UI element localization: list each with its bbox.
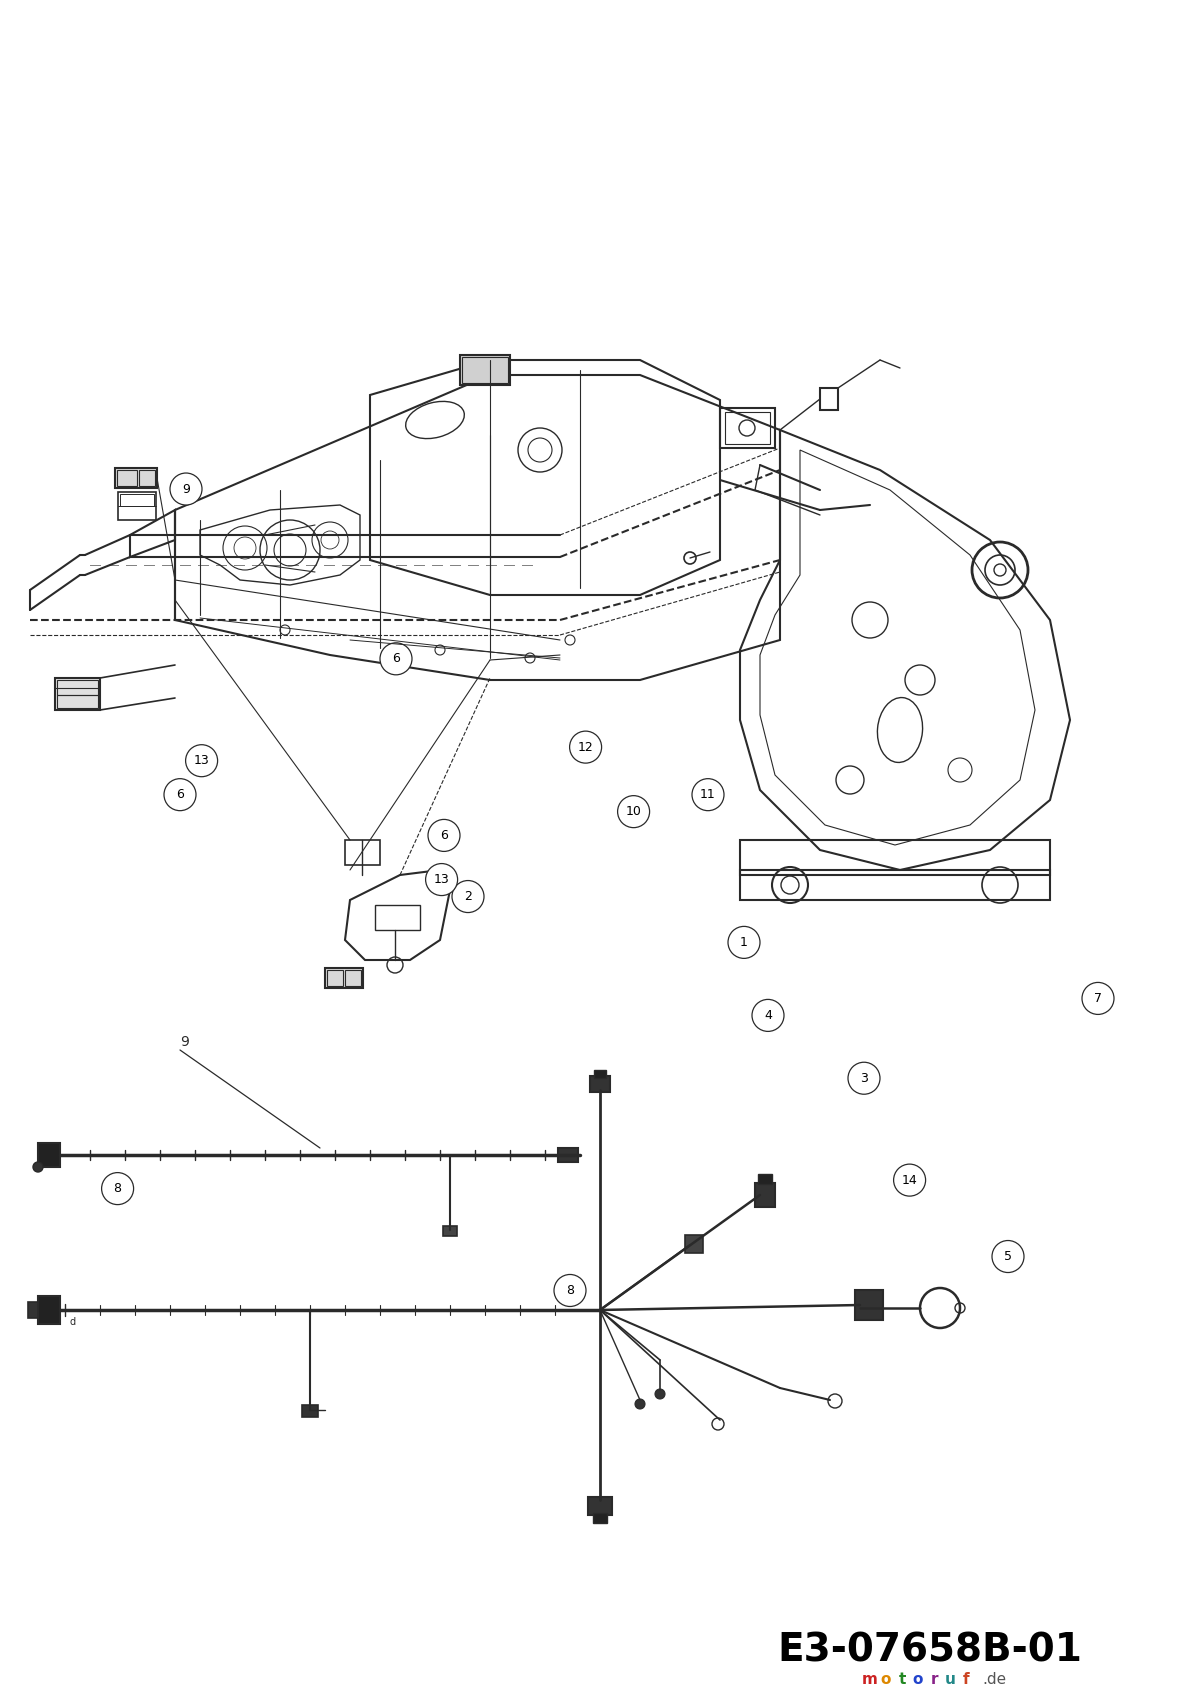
Circle shape xyxy=(655,1389,665,1399)
Bar xyxy=(346,841,380,864)
Text: f: f xyxy=(962,1673,970,1688)
Bar xyxy=(820,389,838,409)
Bar xyxy=(593,1513,607,1523)
Bar xyxy=(302,1404,318,1418)
Text: 6: 6 xyxy=(392,652,400,666)
Bar xyxy=(854,1290,883,1319)
Text: 6: 6 xyxy=(176,788,184,801)
Circle shape xyxy=(570,732,601,762)
Text: 8: 8 xyxy=(566,1284,574,1297)
Text: r: r xyxy=(930,1673,937,1688)
Bar xyxy=(118,470,137,486)
Text: 14: 14 xyxy=(901,1173,918,1187)
Text: .de: .de xyxy=(982,1673,1006,1688)
Circle shape xyxy=(452,881,484,912)
Bar xyxy=(120,494,154,506)
Circle shape xyxy=(692,779,724,810)
Text: d: d xyxy=(70,1318,76,1328)
Bar xyxy=(58,679,98,694)
Circle shape xyxy=(554,1275,586,1306)
Text: 1: 1 xyxy=(740,936,748,949)
Bar xyxy=(588,1498,612,1515)
Text: 12: 12 xyxy=(577,740,594,754)
Circle shape xyxy=(186,745,217,776)
Circle shape xyxy=(728,927,760,958)
Bar xyxy=(118,492,156,520)
Bar xyxy=(374,905,420,931)
Circle shape xyxy=(1082,983,1114,1014)
Text: 4: 4 xyxy=(764,1009,772,1022)
Text: 5: 5 xyxy=(1004,1250,1012,1263)
Text: 10: 10 xyxy=(625,805,642,818)
Bar xyxy=(28,1302,38,1318)
Bar xyxy=(758,1173,772,1184)
Circle shape xyxy=(102,1173,133,1204)
Bar xyxy=(58,694,98,708)
Circle shape xyxy=(170,474,202,504)
Bar xyxy=(590,1077,610,1092)
Text: 3: 3 xyxy=(860,1071,868,1085)
Bar xyxy=(740,841,1050,874)
Circle shape xyxy=(34,1161,43,1172)
Bar xyxy=(460,355,510,385)
Bar xyxy=(725,413,770,443)
Text: E3-07658B-01: E3-07658B-01 xyxy=(778,1632,1082,1669)
Bar xyxy=(55,678,100,710)
Text: 2: 2 xyxy=(464,890,472,903)
Bar xyxy=(115,469,157,487)
Circle shape xyxy=(848,1063,880,1094)
Bar xyxy=(139,470,155,486)
Bar xyxy=(326,970,343,987)
Text: 8: 8 xyxy=(114,1182,121,1195)
Bar xyxy=(346,970,361,987)
Bar xyxy=(558,1148,578,1161)
Text: 9: 9 xyxy=(180,1036,190,1049)
Text: 9: 9 xyxy=(182,482,190,496)
Text: u: u xyxy=(944,1673,955,1688)
Text: t: t xyxy=(899,1673,906,1688)
Bar xyxy=(740,869,1050,900)
Circle shape xyxy=(428,820,460,851)
Text: 6: 6 xyxy=(440,829,448,842)
Bar xyxy=(594,1070,606,1078)
Circle shape xyxy=(752,1000,784,1031)
Bar xyxy=(685,1234,703,1253)
Circle shape xyxy=(618,796,649,827)
Circle shape xyxy=(992,1241,1024,1272)
Bar xyxy=(38,1143,60,1167)
Bar xyxy=(38,1296,60,1324)
Bar xyxy=(462,357,508,384)
Circle shape xyxy=(164,779,196,810)
Text: 11: 11 xyxy=(700,788,716,801)
Text: 13: 13 xyxy=(193,754,210,767)
Text: 13: 13 xyxy=(433,873,450,886)
Text: o: o xyxy=(881,1673,892,1688)
Circle shape xyxy=(380,644,412,674)
Circle shape xyxy=(635,1399,646,1409)
Bar xyxy=(755,1184,775,1207)
Text: 7: 7 xyxy=(1094,992,1102,1005)
Circle shape xyxy=(426,864,457,895)
Circle shape xyxy=(894,1165,925,1195)
Text: o: o xyxy=(913,1673,923,1688)
Text: m: m xyxy=(862,1673,878,1688)
Bar xyxy=(443,1226,457,1236)
Bar xyxy=(325,968,364,988)
Bar xyxy=(720,408,775,448)
